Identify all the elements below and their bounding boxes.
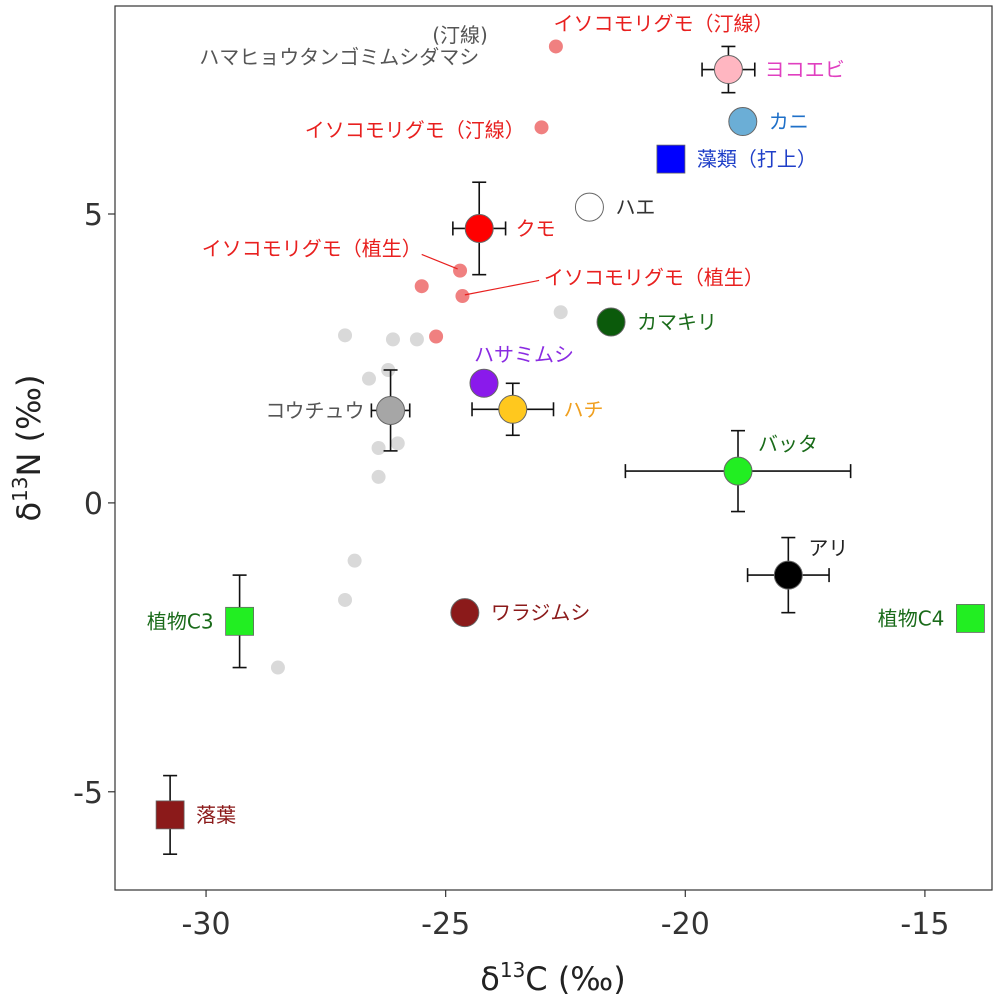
group-label: クモ (516, 216, 556, 240)
highlight-point (548, 39, 563, 54)
group-marker-circle (723, 456, 753, 486)
group-marker-circle (773, 560, 803, 590)
group-label: 植物C4 (878, 606, 945, 630)
leader-line (421, 253, 458, 270)
highlight-point (534, 120, 549, 135)
leader-line (464, 279, 540, 296)
group-marker-square (155, 800, 185, 830)
highlight-point (455, 289, 470, 304)
highlight-point (414, 279, 429, 294)
group-marker-circle (728, 107, 758, 137)
group-marker-circle (469, 368, 499, 398)
group-marker-square (225, 606, 255, 636)
background-point (371, 469, 386, 484)
y-tick-label: 0 (84, 487, 103, 522)
highlight-point (453, 263, 468, 278)
group-marker-circle (596, 307, 626, 337)
group-marker-square (956, 604, 985, 633)
group-marker-circle (574, 192, 604, 222)
group-label: アリ (808, 536, 848, 560)
group-label: ワラジムシ (491, 601, 591, 625)
group-label: バッタ (758, 432, 818, 456)
background-point (390, 436, 405, 451)
group-label: ハエ (615, 195, 655, 219)
leader-lines (421, 253, 540, 296)
group-marker-circle (376, 395, 406, 425)
group-markers (155, 55, 985, 830)
group-label: 藻類（打上） (697, 147, 817, 171)
group-label: カニ (769, 110, 809, 134)
background-point (361, 371, 376, 386)
annotation-label: ハマヒョウタンゴミムシダマシ (199, 45, 479, 69)
x-tick-label: -20 (661, 907, 710, 942)
y-axis-title: δ13N (‰) (8, 374, 48, 521)
background-point (385, 332, 400, 347)
group-label: コウチュウ (265, 398, 364, 422)
group-label: ハチ (564, 397, 604, 421)
x-tick-label: -30 (182, 907, 231, 942)
y-tick-label: -5 (73, 776, 103, 811)
group-label: 植物C3 (147, 609, 214, 633)
group-label: ヨコエビ (765, 58, 845, 82)
background-point (338, 328, 353, 343)
group-marker-circle (713, 55, 743, 85)
annotation-label: イソコモリグモ（汀線） (305, 118, 525, 142)
group-label: カマキリ (637, 310, 717, 334)
annotation-label: イソコモリグモ（植生） (544, 266, 764, 290)
group-marker-circle (498, 394, 528, 424)
background-point (409, 332, 424, 347)
background-point (371, 441, 386, 455)
group-marker-circle (450, 598, 480, 628)
annotation-label: イソコモリグモ（植生） (202, 237, 422, 261)
group-marker-square (656, 144, 686, 174)
plot-panel (114, 5, 993, 891)
highlight-point (429, 329, 444, 344)
group-label: 落葉 (196, 803, 236, 827)
x-tick-label: -15 (900, 907, 949, 942)
highlight-points (414, 39, 563, 344)
group-label: ハサミムシ (474, 342, 574, 366)
background-point (553, 305, 568, 320)
annotation-label: (汀線) (432, 23, 488, 47)
group-marker-circle (464, 213, 494, 243)
background-point (347, 553, 362, 568)
background-point (338, 592, 353, 607)
axis-ticks: -30 -25 -20 -15 -5 0 5 (73, 198, 949, 942)
x-tick-label: -25 (421, 907, 470, 942)
x-axis-title: δ13C (‰) (480, 958, 625, 998)
background-point (270, 660, 285, 675)
y-tick-label: 5 (84, 198, 103, 233)
annotation-label: イソコモリグモ（汀線） (554, 11, 774, 35)
